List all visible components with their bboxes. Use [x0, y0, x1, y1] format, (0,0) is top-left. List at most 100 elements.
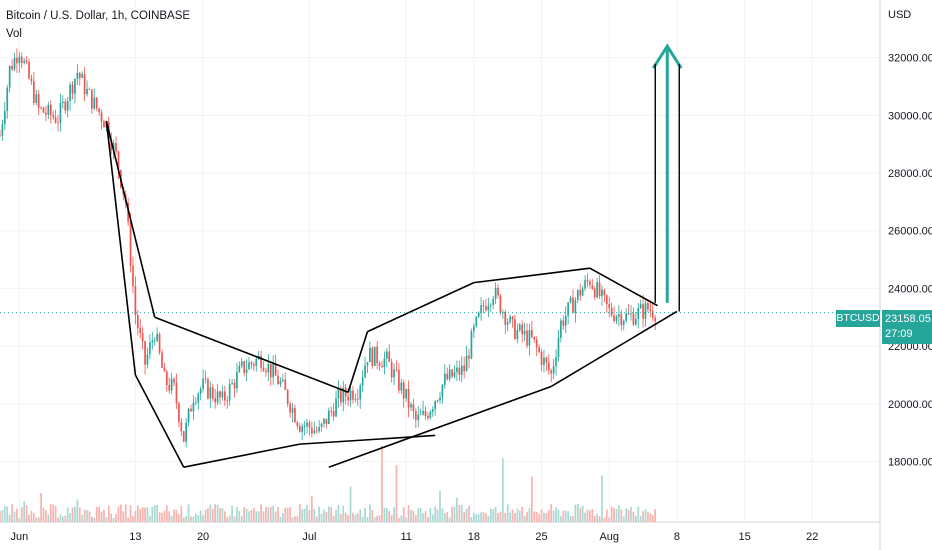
candle-body — [620, 314, 623, 326]
volume-bar — [482, 512, 485, 522]
volume-bar — [376, 515, 378, 522]
volume-bar — [233, 516, 236, 522]
trend-line — [154, 316, 349, 393]
candle-body — [497, 287, 499, 296]
candle-body — [364, 365, 366, 378]
volume-bar — [342, 505, 345, 522]
volume-bar — [202, 515, 204, 522]
candle-body — [538, 347, 540, 352]
candle-body — [298, 426, 301, 432]
volume-bar — [98, 506, 100, 522]
volume-bar — [248, 511, 250, 522]
candle-body — [20, 56, 23, 63]
candle-body — [76, 72, 79, 80]
candle-body — [639, 304, 642, 309]
candle-body — [424, 410, 427, 416]
volume-bar — [516, 508, 519, 522]
volume-bar — [352, 512, 354, 522]
candle-body — [531, 330, 533, 337]
volume-bar — [62, 516, 64, 522]
volume-bar — [489, 508, 492, 522]
candle-body — [402, 382, 405, 399]
volume-bar — [354, 514, 357, 522]
symbol-tag: BTCUSD — [836, 310, 880, 327]
candle-body — [40, 107, 42, 109]
volume-bar — [555, 507, 557, 522]
candle-body — [88, 89, 91, 90]
volume-bar — [219, 508, 221, 522]
volume-bar — [620, 509, 623, 522]
candle-body — [448, 369, 451, 380]
candle-body — [591, 285, 594, 289]
candle-body — [71, 84, 74, 94]
candle-body — [352, 390, 354, 400]
volume-bar — [608, 517, 611, 522]
candle-body — [149, 342, 151, 355]
candle-body — [473, 325, 475, 332]
volume-bar — [460, 504, 463, 522]
candle-body — [161, 352, 163, 368]
candle-body — [245, 369, 248, 373]
candle-body — [83, 74, 86, 95]
volume-bar — [337, 505, 340, 522]
candle-body — [86, 89, 88, 95]
volume-bar — [560, 516, 562, 522]
candle-body — [330, 410, 333, 412]
candle-body — [610, 307, 613, 316]
volume-bar — [165, 505, 168, 522]
volume-bar — [540, 509, 543, 522]
candle-body — [267, 363, 270, 373]
volume-bar — [161, 512, 163, 522]
candle-body — [192, 402, 195, 412]
volume-bar — [639, 515, 642, 522]
volume-bar — [584, 512, 586, 522]
candle-body — [187, 408, 190, 423]
candle-body — [301, 426, 304, 432]
candle-body — [642, 304, 644, 319]
volume-bar — [378, 515, 381, 522]
volume-bar — [156, 504, 158, 522]
candle-body — [308, 422, 311, 428]
volume-bar — [622, 516, 625, 522]
candle-body — [156, 334, 158, 341]
candle-body — [589, 281, 591, 286]
candle-body — [393, 369, 395, 378]
candle-body — [419, 414, 422, 416]
volume-bar — [475, 514, 478, 522]
volume-bar — [456, 497, 458, 522]
volume-bar — [103, 509, 105, 522]
volume-bar — [173, 509, 175, 522]
volume-bar — [274, 511, 277, 522]
volume-bar — [226, 516, 229, 522]
candle-body — [95, 97, 98, 109]
volume-bar — [521, 506, 524, 522]
candle-body — [18, 56, 21, 64]
candle-body — [112, 142, 115, 150]
volume-bar — [127, 517, 129, 522]
candle-body — [412, 404, 415, 412]
volume-bar — [42, 507, 45, 522]
candle-body — [388, 351, 391, 362]
volume-bar — [86, 510, 88, 522]
volume-bar — [149, 516, 151, 522]
volume-bar — [581, 505, 584, 522]
volume-bar — [477, 514, 480, 522]
candle-body — [315, 430, 318, 432]
candle-body — [100, 112, 103, 122]
candle-body — [98, 108, 100, 113]
volume-bar — [91, 516, 93, 522]
volume-bar — [112, 517, 115, 522]
candle-body — [221, 391, 224, 398]
volume-bar — [120, 504, 122, 522]
volume-bar — [47, 514, 50, 522]
volume-bar — [480, 512, 482, 522]
volume-bar — [221, 508, 224, 522]
candle-body — [528, 330, 531, 346]
y-tick-label: 20000.00 — [888, 399, 932, 411]
candle-body — [347, 396, 349, 401]
volume-bar — [545, 513, 548, 522]
volume-bar — [16, 508, 18, 522]
candle-body — [632, 313, 635, 325]
volume-bar — [117, 506, 120, 522]
